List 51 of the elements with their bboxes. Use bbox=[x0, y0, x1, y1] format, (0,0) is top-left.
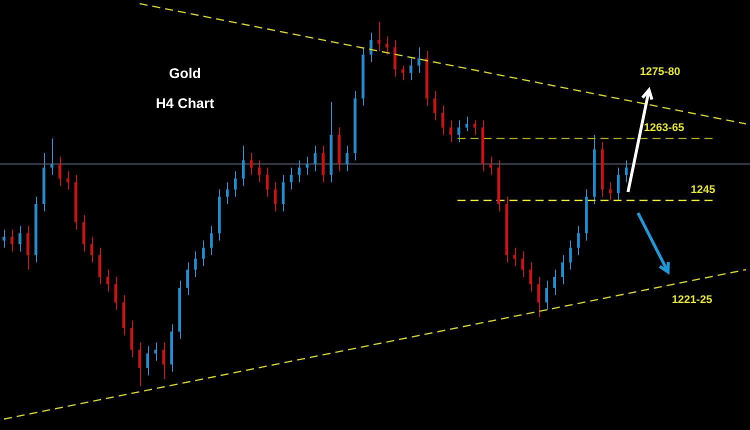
candlestick bbox=[449, 120, 452, 143]
candlestick bbox=[577, 225, 580, 256]
candlestick bbox=[521, 250, 524, 278]
candlestick bbox=[624, 160, 628, 183]
candlestick bbox=[282, 174, 285, 212]
candlestick bbox=[322, 145, 325, 183]
candlestick bbox=[553, 269, 556, 296]
candlestick bbox=[394, 40, 396, 78]
candlestick bbox=[314, 145, 317, 172]
candlestick bbox=[146, 346, 150, 376]
candlestick bbox=[210, 225, 213, 256]
candlestick bbox=[561, 254, 564, 285]
candlestick bbox=[10, 229, 14, 252]
candlestick bbox=[90, 236, 94, 263]
candlestick bbox=[234, 170, 237, 198]
candlestick bbox=[18, 225, 22, 252]
candlestick bbox=[130, 320, 134, 358]
candlestick bbox=[513, 247, 516, 267]
candlestick bbox=[410, 58, 412, 81]
candlestick bbox=[26, 225, 30, 270]
candlestick bbox=[386, 36, 388, 56]
candlestick bbox=[202, 240, 205, 267]
candlestick bbox=[138, 342, 142, 387]
candlestick bbox=[537, 276, 540, 318]
candlestick bbox=[50, 138, 54, 176]
text: Gold bbox=[168, 64, 202, 83]
candlestick bbox=[2, 229, 6, 248]
candlestick bbox=[378, 21, 380, 52]
candlestick bbox=[298, 160, 301, 183]
candlestick bbox=[258, 160, 261, 183]
candlestick bbox=[186, 262, 189, 296]
candlestick bbox=[529, 262, 532, 292]
annotation: 1263-65 bbox=[644, 122, 684, 134]
candlestick bbox=[98, 247, 102, 285]
annotation: 1245 bbox=[690, 184, 716, 196]
candlestick bbox=[162, 342, 165, 380]
annotation: 1275-80 bbox=[640, 66, 680, 78]
candlestick bbox=[417, 46, 420, 74]
candlestick bbox=[545, 280, 548, 310]
annotation: 1221-25 bbox=[672, 294, 712, 306]
text: H4 Chart bbox=[154, 94, 216, 113]
candlestick bbox=[608, 182, 612, 201]
candlestick bbox=[402, 65, 404, 81]
candlestick bbox=[457, 120, 460, 143]
candlestick bbox=[154, 342, 157, 362]
candlestick bbox=[194, 250, 197, 278]
candlestick bbox=[226, 182, 229, 205]
candlestick bbox=[346, 145, 348, 172]
candlestick bbox=[569, 240, 572, 270]
candlestick bbox=[370, 32, 372, 62]
candlestick bbox=[114, 276, 118, 310]
